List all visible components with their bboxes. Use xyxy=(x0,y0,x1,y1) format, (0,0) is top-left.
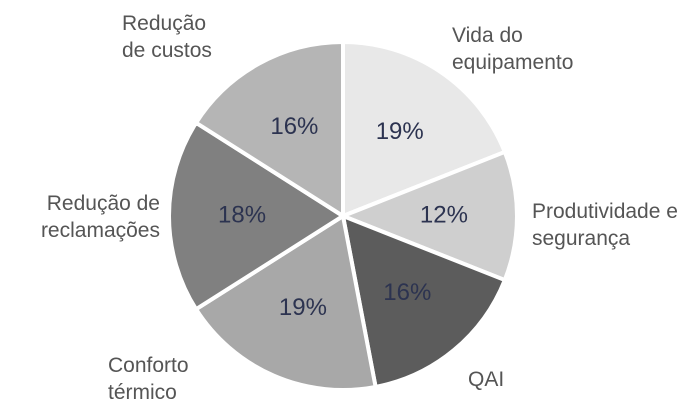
value-label: 19% xyxy=(376,118,424,145)
pie-slice xyxy=(167,120,345,312)
pie-slice xyxy=(341,149,519,283)
slice-label: Redução de reclamações xyxy=(40,192,160,242)
slice-label: Conforto térmico xyxy=(108,354,189,404)
value-label: 16% xyxy=(383,279,431,306)
slice-label: QAI xyxy=(468,368,505,391)
pie-slice xyxy=(194,214,378,392)
slice-label: Redução de custos xyxy=(122,12,212,62)
slice-label: Produtividade e segurança xyxy=(532,200,678,250)
pie-slice xyxy=(341,214,507,389)
pie-slice xyxy=(194,40,345,218)
pie-slice xyxy=(341,40,507,218)
value-label: 19% xyxy=(279,294,327,321)
value-label: 16% xyxy=(270,113,318,140)
value-label: 12% xyxy=(420,201,468,228)
slice-label: Vida do equipamento xyxy=(452,24,574,74)
value-label: 18% xyxy=(218,201,266,228)
